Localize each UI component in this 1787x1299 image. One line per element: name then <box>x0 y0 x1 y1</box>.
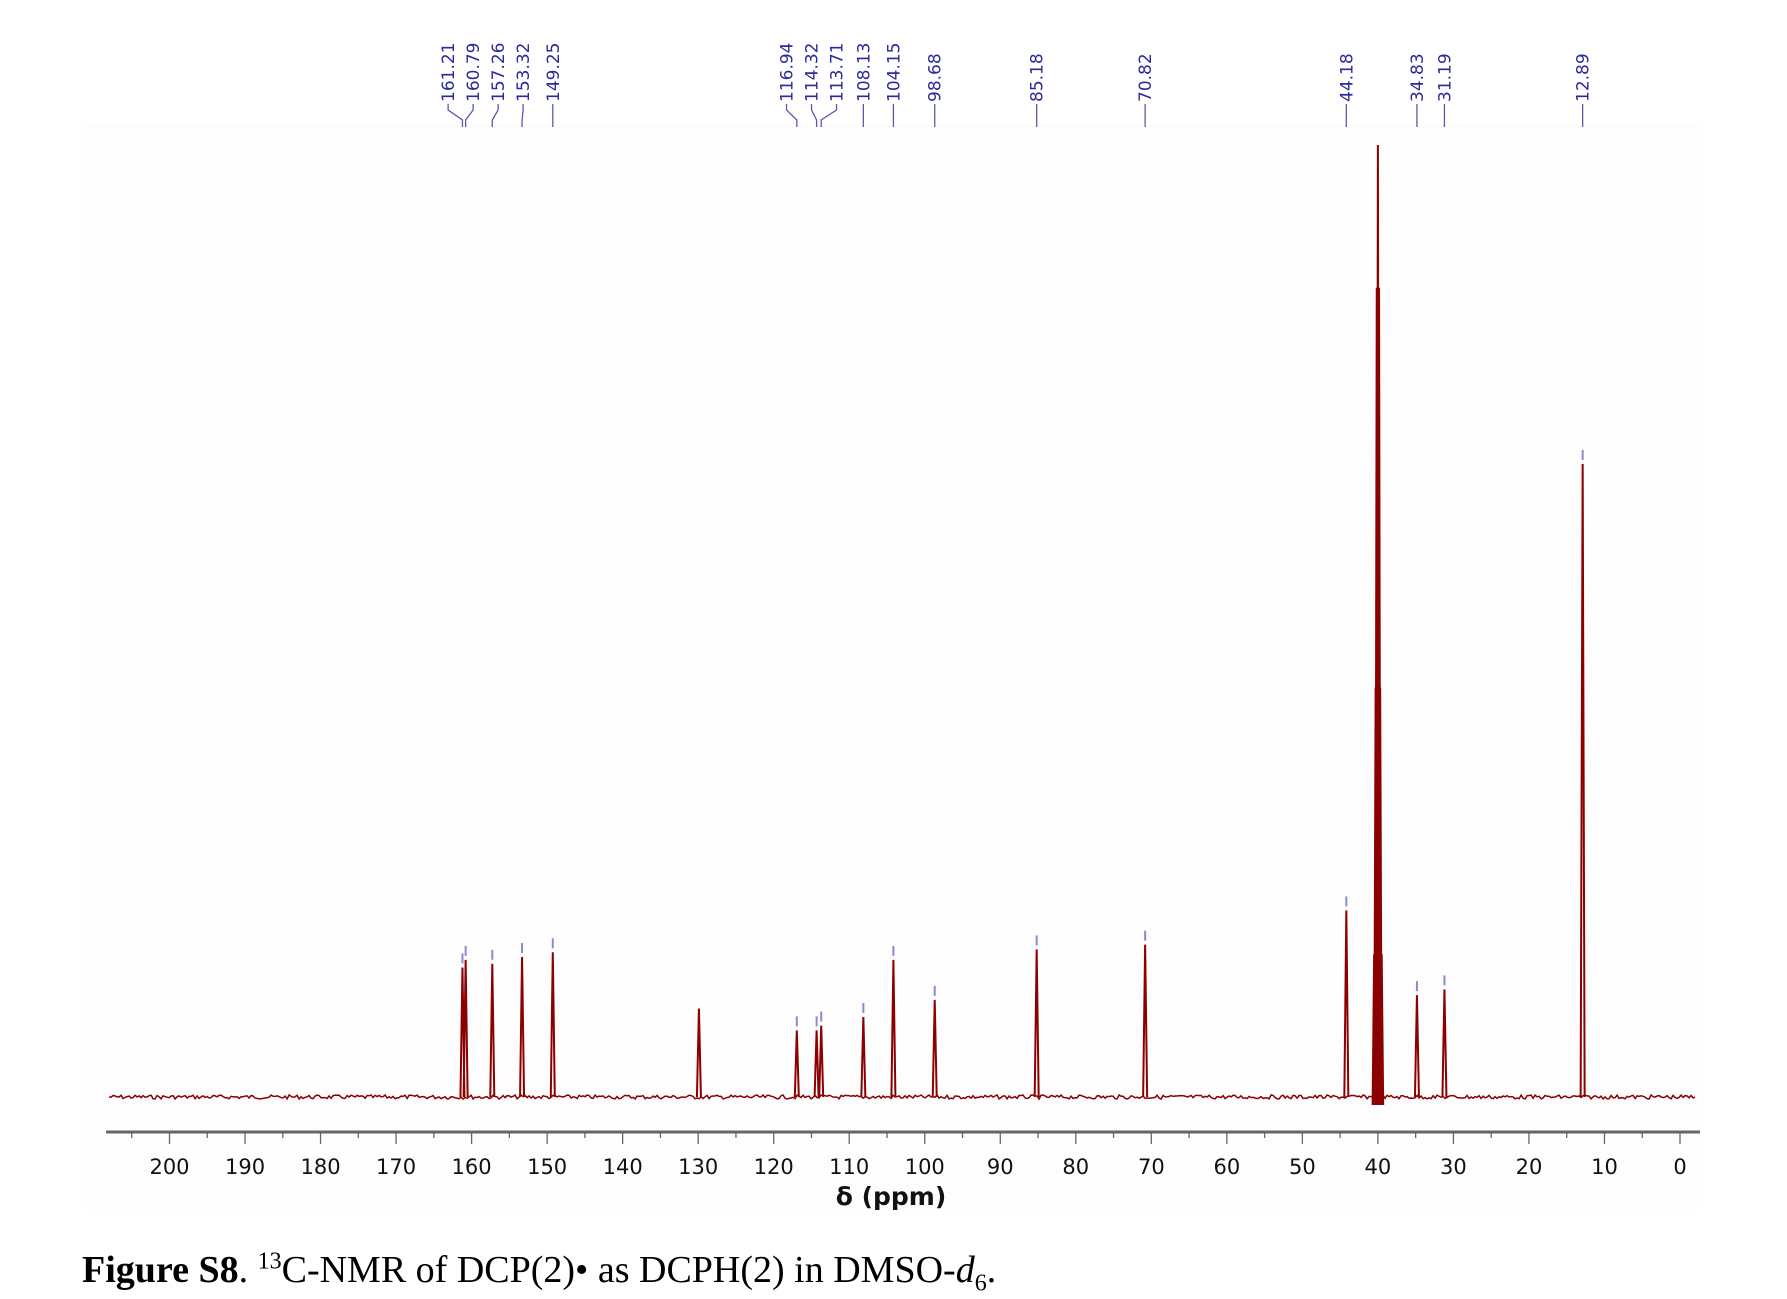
x-tick-label: 200 <box>149 1155 189 1179</box>
spectrum-peak <box>818 1025 825 1098</box>
spectrum-peak <box>519 957 526 1098</box>
x-tick-label: 40 <box>1365 1155 1392 1179</box>
peak-label: 113.71 <box>828 43 848 102</box>
peak-label: 34.83 <box>1408 53 1428 102</box>
x-tick-label: 20 <box>1516 1155 1543 1179</box>
x-tick-label: 80 <box>1062 1155 1089 1179</box>
spectrum-peak <box>489 963 496 1098</box>
caption-end: . <box>986 1249 997 1291</box>
peak-label-connector <box>785 104 798 127</box>
peak-label: 108.13 <box>854 43 874 102</box>
peak-label: 153.32 <box>514 43 534 102</box>
spectrum-peak <box>1413 995 1420 1098</box>
spectrum-peak <box>813 1030 820 1098</box>
peak-label: 114.32 <box>803 43 823 102</box>
x-tick-label: 180 <box>301 1155 341 1179</box>
peak-label-connector <box>447 104 464 127</box>
peak-label: 70.82 <box>1136 53 1156 102</box>
peak-label: 149.25 <box>544 43 564 102</box>
isotope-superscript: 13 <box>257 1248 282 1275</box>
spectrum-peak <box>1142 944 1149 1098</box>
x-tick-label: 10 <box>1591 1155 1618 1179</box>
x-tick-label: 90 <box>987 1155 1014 1179</box>
spectrum-peak <box>1033 949 1040 1098</box>
spectrum-peak <box>860 1017 867 1098</box>
peak-label-connector <box>810 104 818 127</box>
spectrum-peak <box>1579 463 1586 1098</box>
spectrum-peak <box>462 959 469 1098</box>
x-tick-label: 50 <box>1289 1155 1316 1179</box>
peak-label: 85.18 <box>1028 53 1048 102</box>
peak-label: 116.94 <box>778 43 798 102</box>
peak-label-connector <box>820 104 838 127</box>
peak-label: 12.89 <box>1574 53 1594 102</box>
peak-label: 160.79 <box>464 43 484 102</box>
x-tick-label: 190 <box>225 1155 265 1179</box>
peak-label: 161.21 <box>439 43 459 102</box>
spectrum-peak <box>890 959 897 1098</box>
x-tick-label: 100 <box>905 1155 945 1179</box>
peak-label: 44.18 <box>1337 53 1357 102</box>
spectrum-peak <box>549 952 556 1098</box>
x-tick-label: 120 <box>754 1155 794 1179</box>
x-tick-label: 160 <box>452 1155 492 1179</box>
x-tick-label: 60 <box>1213 1155 1240 1179</box>
x-tick-label: 110 <box>829 1155 869 1179</box>
x-tick-label: 130 <box>678 1155 718 1179</box>
x-tick-label: 170 <box>376 1155 416 1179</box>
spectrum-peak <box>695 1008 702 1098</box>
caption-subscript: 6 <box>974 1270 987 1297</box>
spectrum-peak <box>1343 910 1350 1098</box>
peak-label-connector <box>464 104 474 127</box>
x-tick-label: 30 <box>1440 1155 1467 1179</box>
peak-label-connector <box>521 104 524 127</box>
peak-label: 98.68 <box>926 53 946 102</box>
spectrum-peak <box>1441 989 1448 1098</box>
peak-label: 157.26 <box>489 43 509 102</box>
x-axis-label: δ (ppm) <box>836 1182 947 1211</box>
peak-label: 31.19 <box>1435 53 1455 102</box>
spectrum-baseline <box>109 1093 1696 1101</box>
caption-solvent: d <box>955 1249 975 1291</box>
caption-text: C-NMR of DCP(2)• as DCPH(2) in DMSO- <box>281 1249 956 1291</box>
peak-label: 104.15 <box>884 43 904 102</box>
x-tick-label: 70 <box>1138 1155 1165 1179</box>
x-tick-label: 0 <box>1673 1155 1686 1179</box>
spectrum-peak <box>931 999 938 1098</box>
x-tick-label: 140 <box>603 1155 643 1179</box>
solvent-peak <box>1379 954 1385 1106</box>
peak-label-connector <box>491 104 499 127</box>
spectrum-peak <box>793 1030 800 1098</box>
x-tick-label: 150 <box>527 1155 567 1179</box>
figure-number: Figure S8 <box>82 1249 239 1291</box>
figure-caption: Figure S8. 13C-NMR of DCP(2)• as DCPH(2)… <box>82 1248 997 1297</box>
